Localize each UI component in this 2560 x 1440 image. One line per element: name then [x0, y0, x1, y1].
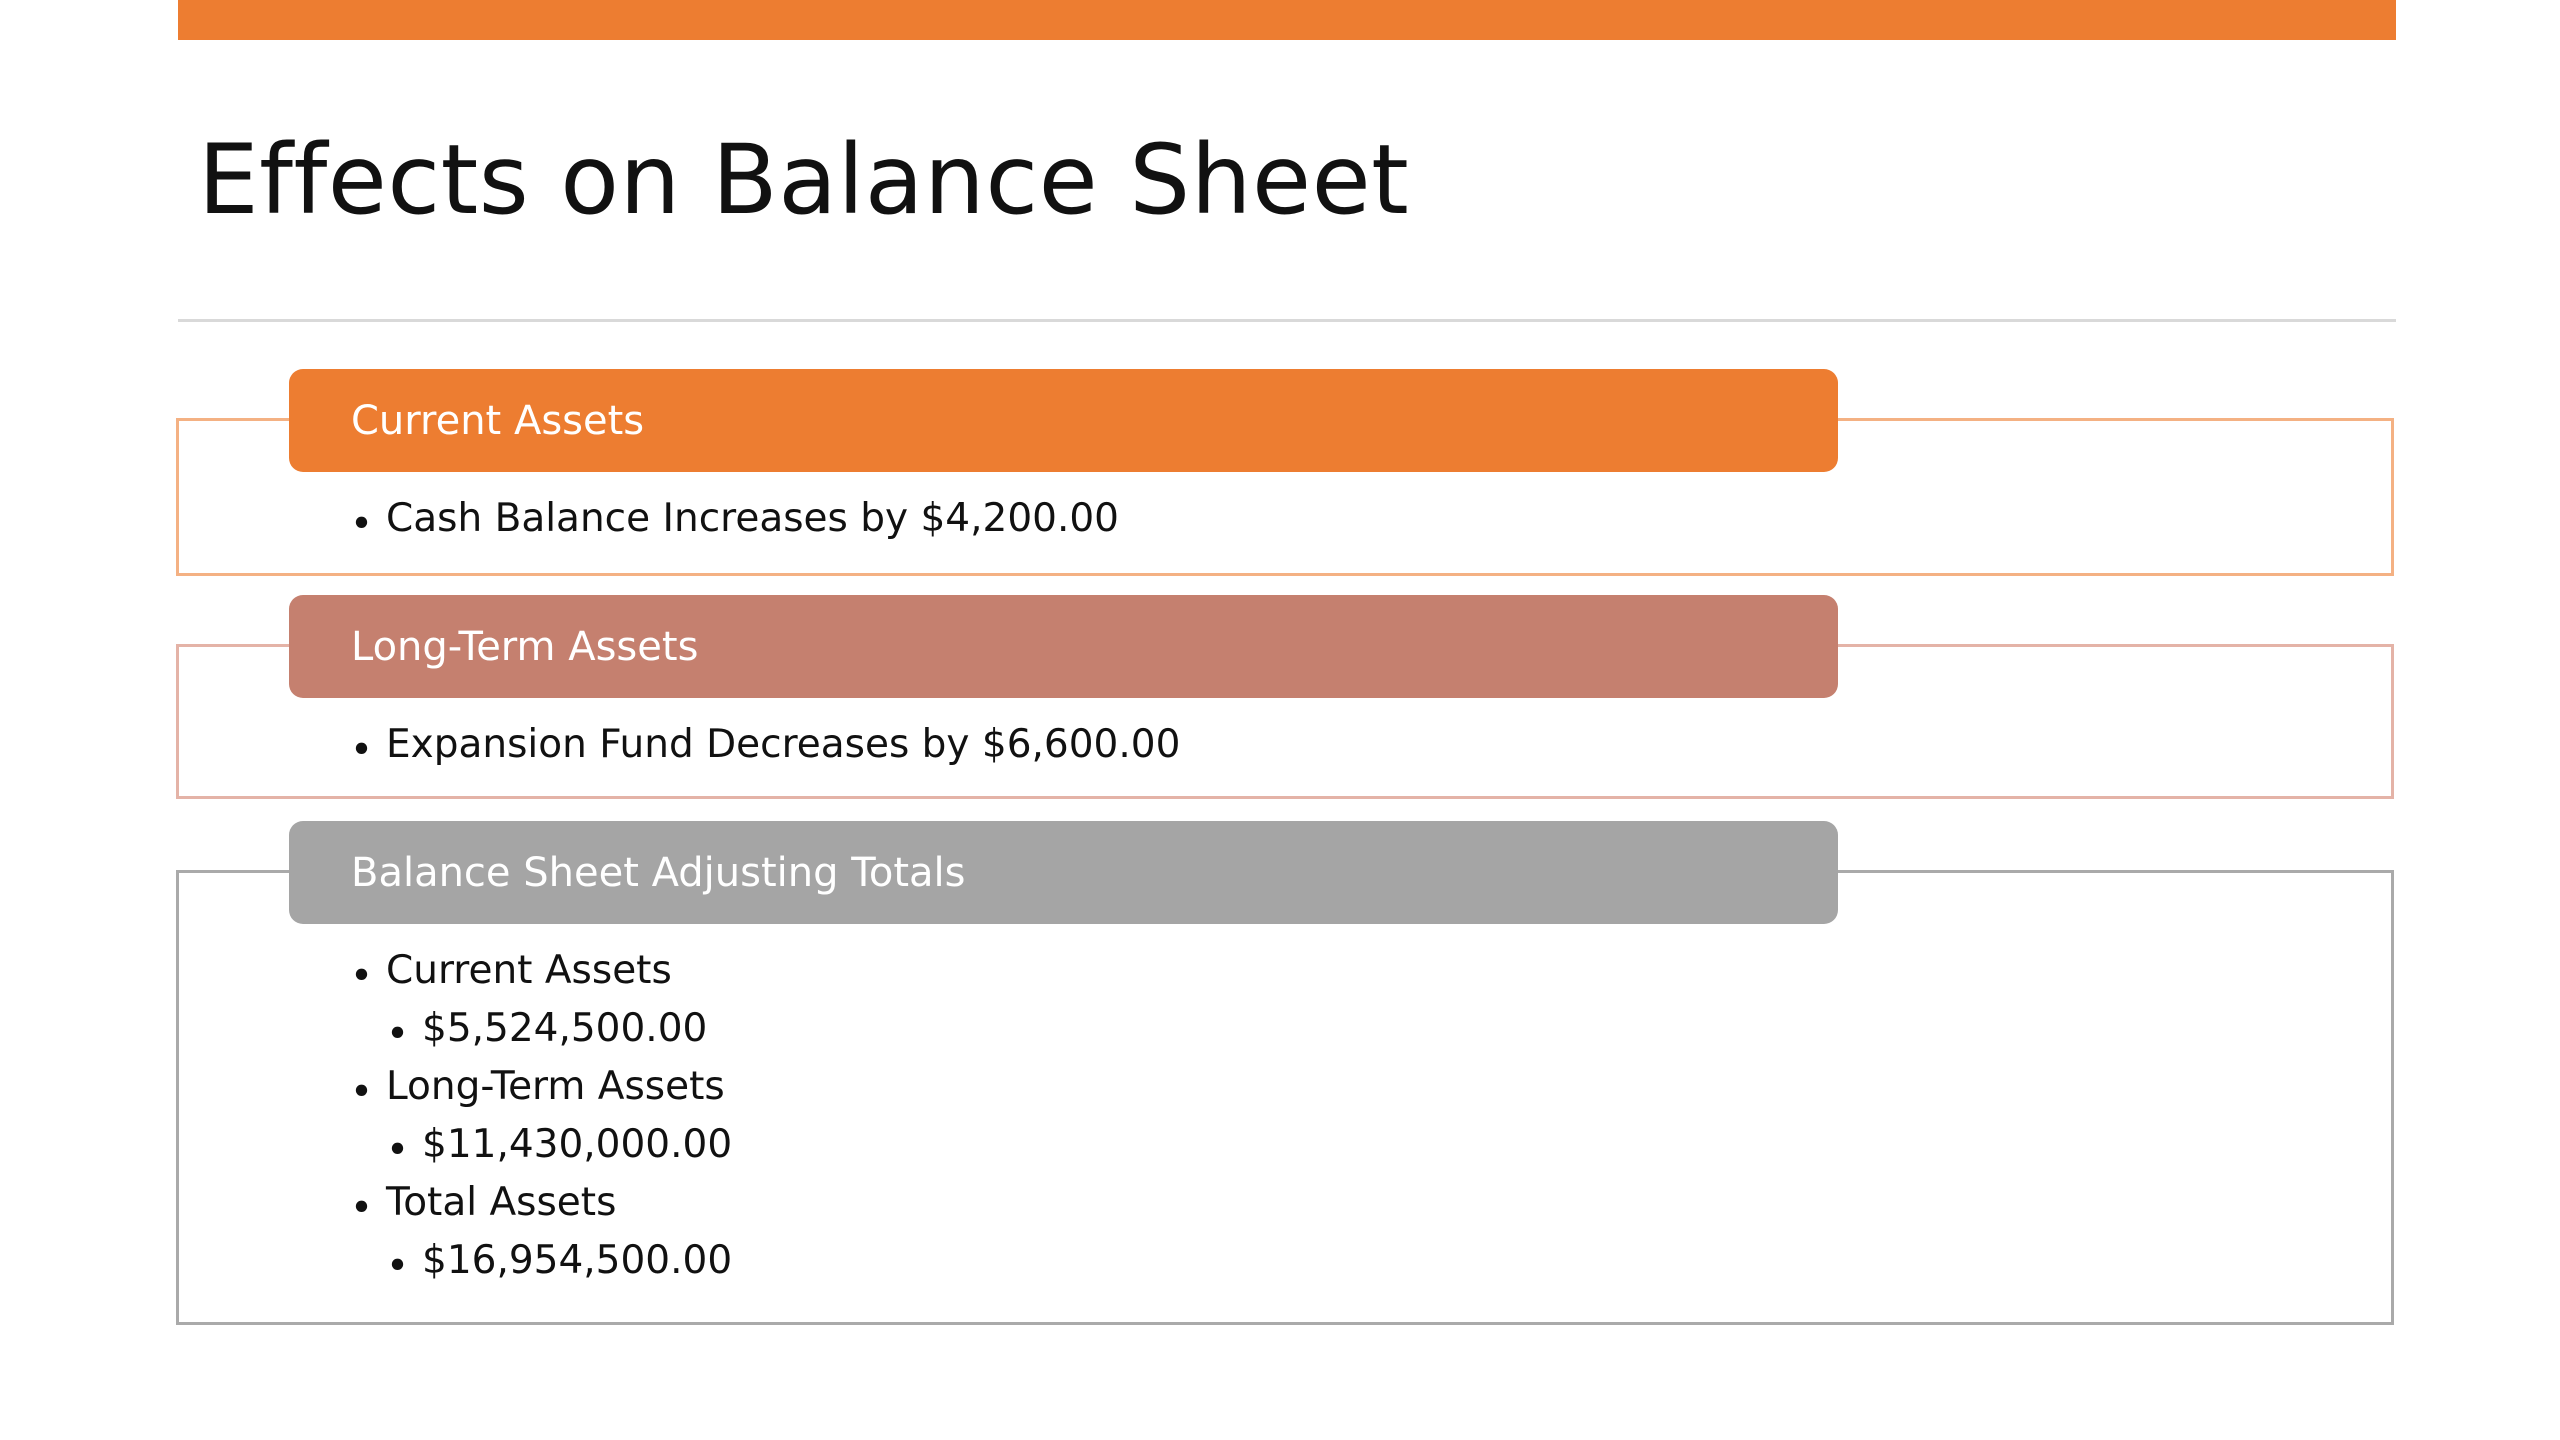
- list-item: Long-Term Assets: [350, 1058, 732, 1116]
- list-item: $16,954,500.00: [350, 1232, 732, 1290]
- list-item: Current Assets: [350, 942, 732, 1000]
- current-assets-list: Cash Balance Increases by $4,200.00: [350, 490, 1119, 548]
- adjusting-totals-list: Current Assets $5,524,500.00 Long-Term A…: [350, 942, 732, 1290]
- bullet-text: Expansion Fund Decreases by $6,600.00: [350, 722, 1180, 767]
- current-assets-header-label: Current Assets: [351, 397, 645, 444]
- bullet-text: Cash Balance Increases by $4,200.00: [350, 496, 1119, 541]
- list-item: Expansion Fund Decreases by $6,600.00: [350, 716, 1180, 774]
- current-assets-label: Current Assets: [350, 948, 672, 993]
- adjusting-totals-header-label: Balance Sheet Adjusting Totals: [351, 849, 966, 896]
- long-term-assets-header-label: Long-Term Assets: [351, 623, 699, 670]
- list-item: Cash Balance Increases by $4,200.00: [350, 490, 1119, 548]
- current-assets-header: Current Assets: [289, 369, 1838, 472]
- list-item: Total Assets: [350, 1174, 732, 1232]
- list-item: $11,430,000.00: [350, 1116, 732, 1174]
- adjusting-totals-header: Balance Sheet Adjusting Totals: [289, 821, 1838, 924]
- long-term-assets-label: Long-Term Assets: [350, 1064, 725, 1109]
- slide-title: Effects on Balance Sheet: [198, 124, 1410, 236]
- list-item: $5,524,500.00: [350, 1000, 732, 1058]
- long-term-assets-header: Long-Term Assets: [289, 595, 1838, 698]
- current-assets-value: $5,524,500.00: [386, 1006, 707, 1051]
- total-assets-value: $16,954,500.00: [386, 1238, 732, 1283]
- total-assets-label: Total Assets: [350, 1180, 616, 1225]
- long-term-assets-value: $11,430,000.00: [386, 1122, 732, 1167]
- top-accent-bar: [178, 0, 2396, 40]
- title-divider: [178, 319, 2396, 322]
- long-term-assets-list: Expansion Fund Decreases by $6,600.00: [350, 716, 1180, 774]
